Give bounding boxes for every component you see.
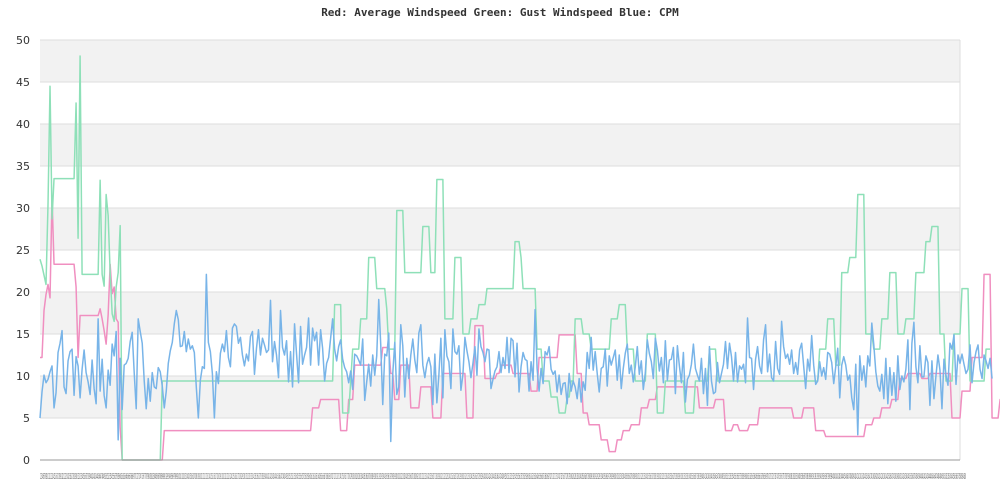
series-line-3: [39, 273, 993, 443]
y-axis-ticks: 0 5 10 15 20 25 30 35 40 45 50: [16, 34, 30, 467]
background-band: [40, 376, 960, 418]
y-tick-label: 15: [16, 328, 30, 341]
y-tick-label: 50: [16, 34, 30, 47]
y-tick-label: 20: [16, 286, 30, 299]
series-line-1: [40, 196, 1000, 461]
background-band: [40, 124, 960, 166]
y-tick-label: 45: [16, 76, 30, 89]
x-axis: 1234567891011121314151617181920212223242…: [40, 459, 966, 481]
y-tick-label: 0: [23, 454, 30, 467]
series-lines: [39, 55, 1000, 461]
background-band: [40, 292, 960, 334]
background-band: [40, 166, 960, 208]
y-tick-label: 5: [23, 412, 30, 425]
y-tick-label: 40: [16, 118, 30, 131]
background-band: [40, 208, 960, 250]
background-band: [40, 418, 960, 460]
background-band: [40, 82, 960, 124]
x-tick-labels: 1234567891011121314151617181920212223242…: [40, 472, 966, 481]
background-band: [40, 40, 960, 82]
y-tick-label: 25: [16, 244, 30, 257]
y-tick-label: 35: [16, 160, 30, 173]
chart-title: Red: Average Windspeed Green: Gust Winds…: [321, 6, 679, 19]
y-tick-label: 30: [16, 202, 30, 215]
background-band: [40, 250, 960, 292]
background-bands: [40, 40, 960, 460]
y-tick-label: 10: [16, 370, 30, 383]
series-line-2: [39, 55, 991, 461]
